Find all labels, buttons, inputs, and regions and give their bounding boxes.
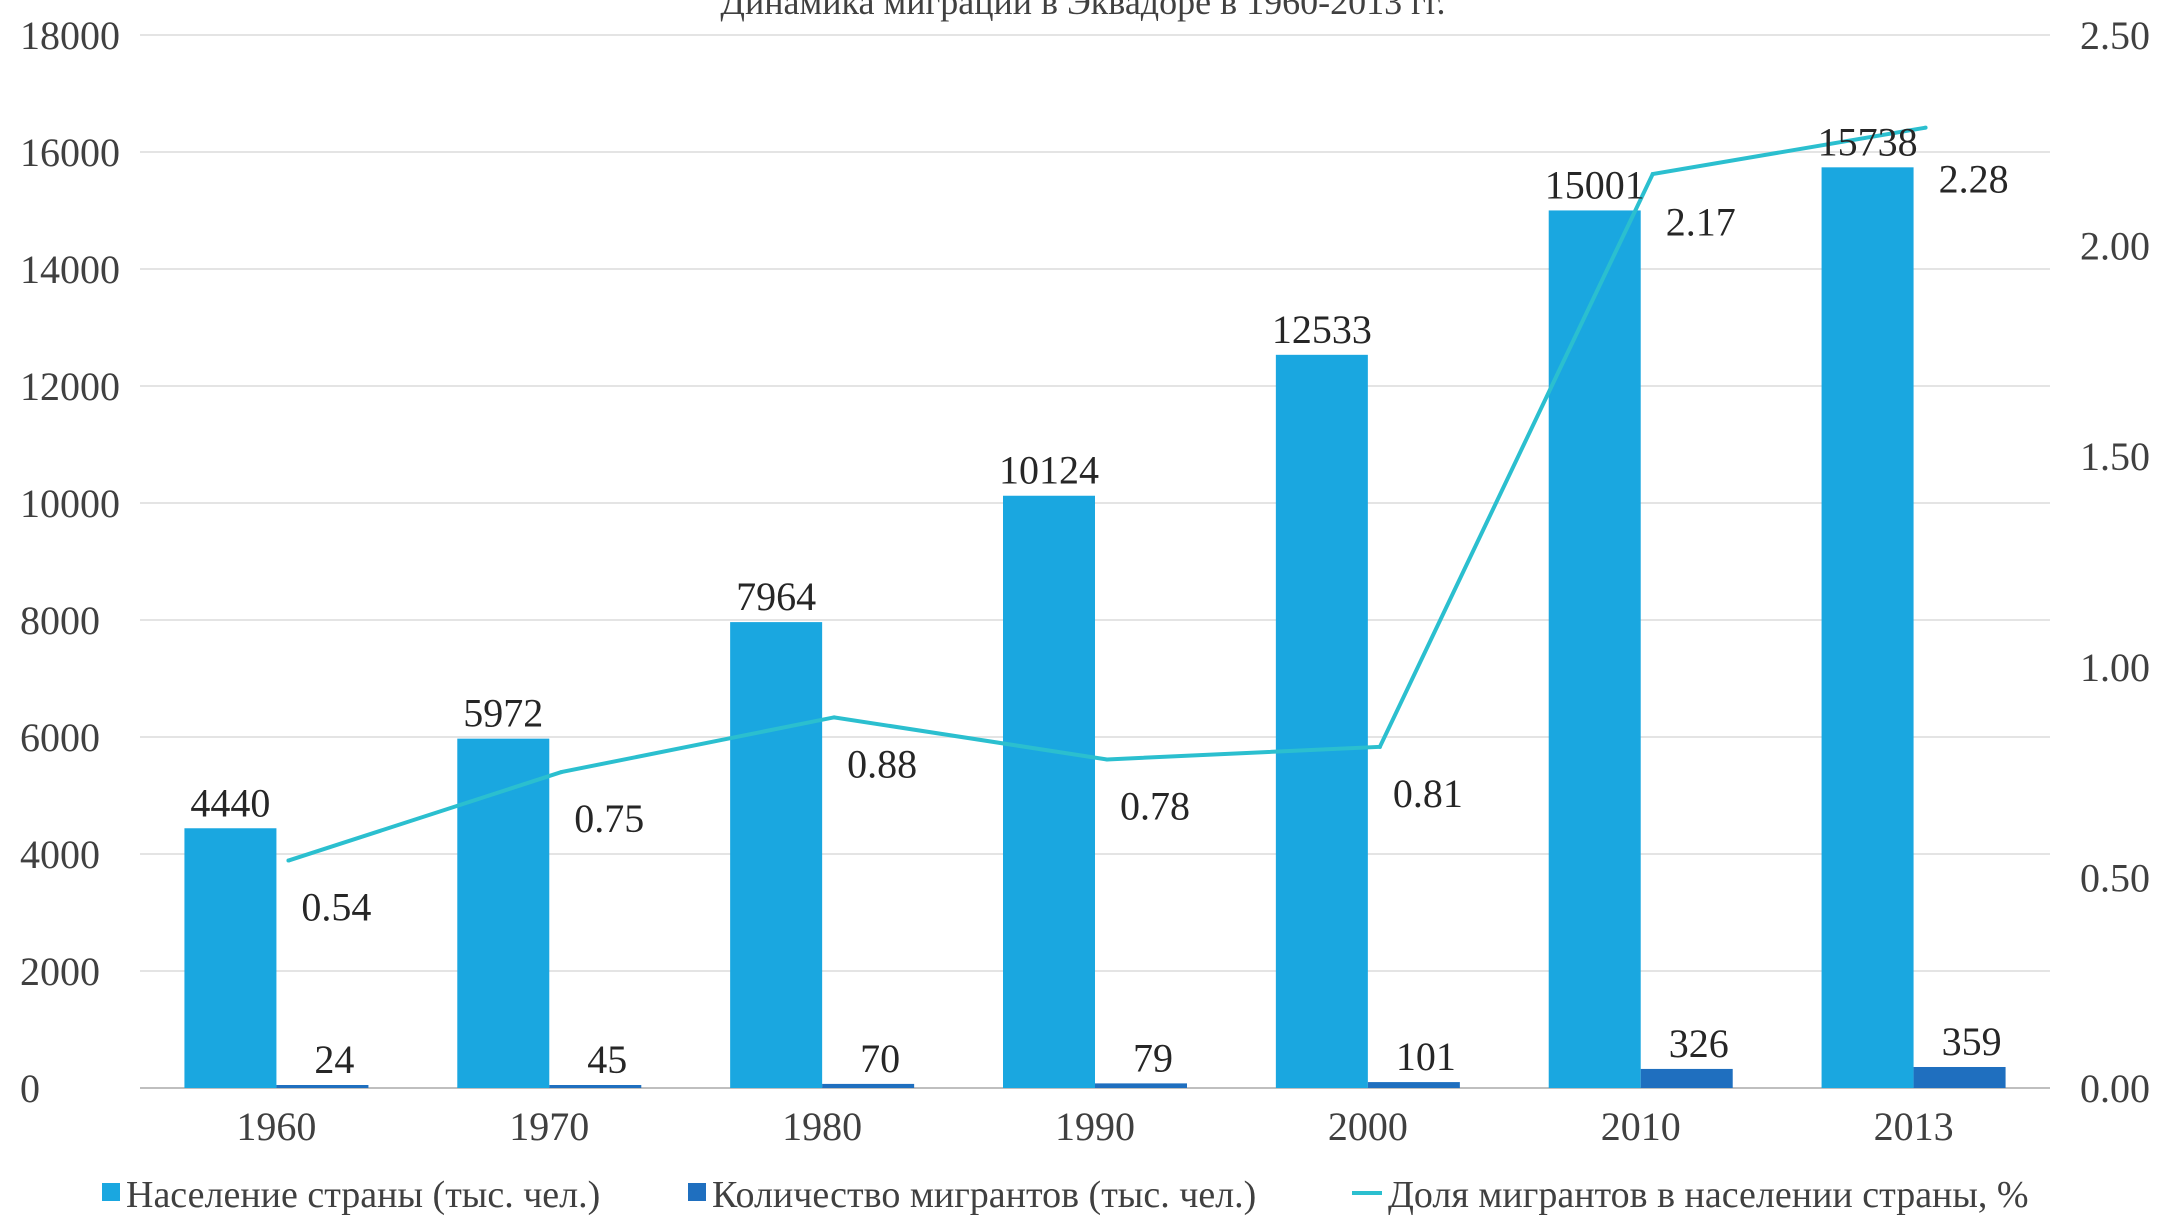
data-label-population: 4440 [190,780,270,825]
left-axis-tick-label: 14000 [20,247,120,292]
bar-population [1003,495,1095,1089]
bar-population [1548,210,1641,1088]
data-label-population: 12533 [1272,307,1372,352]
legend-label: Доля мигрантов в населении страны, % [1388,1174,2029,1216]
legend: Население страны (тыс. чел.) Количество м… [102,1174,2029,1216]
data-label-population: 10124 [999,448,1099,493]
bar-migrants [822,1083,915,1088]
data-label-population: 5972 [463,691,543,736]
x-axis-tick-label: 2013 [1874,1104,1954,1149]
line-point-share [559,770,564,775]
left-axis-tick-label: 4000 [20,832,100,877]
data-label-share: 0.88 [847,741,917,786]
line-point-share [1650,171,1655,176]
left-axis-tick-label: 18000 [20,13,120,58]
data-label-migrants: 79 [1133,1035,1173,1080]
bar-migrants [276,1085,369,1088]
bar-population [730,622,823,1088]
left-axis-tick-label: 12000 [20,364,120,409]
data-labels: 4440 5972 7964 10124 12533 15001 15738 24 45 70 79… [190,119,2008,1082]
x-axis-tick-label: 1990 [1055,1104,1135,1149]
data-label-share: 0.75 [574,796,644,841]
legend-swatch [102,1183,120,1201]
bar-migrants [1367,1082,1460,1088]
right-axis-tick-label: 0.50 [2080,855,2150,900]
right-axis-tick-label: 2.50 [2080,13,2150,58]
data-label-share: 0.78 [1120,783,1190,828]
legend-label: Количество мигрантов (тыс. чел.) [712,1174,1256,1216]
line-point-share [286,858,291,863]
left-axis-tick-label: 8000 [20,598,100,643]
x-axis-tick-label: 2010 [1601,1104,1681,1149]
axis-ticks: 0 2000 4000 6000 8000 10000 12000 14000 16000 180… [20,13,2150,1149]
bar-population [184,828,277,1088]
x-axis-tick-label: 1960 [236,1104,316,1149]
data-label-migrants: 24 [314,1037,354,1082]
bars [184,167,2006,1089]
right-axis-tick-label: 0.00 [2080,1066,2150,1111]
x-axis-tick-label: 1980 [782,1104,862,1149]
data-label-population: 15738 [1818,119,1918,164]
line-point-share [1377,744,1382,749]
left-axis-tick-label: 6000 [20,715,100,760]
bar-population [1821,167,1914,1088]
data-label-share: 0.81 [1393,771,1463,816]
data-label-migrants: 326 [1669,1021,1729,1066]
data-label-share: 2.17 [1666,199,1736,244]
left-axis-tick-label: 0 [20,1066,40,1111]
line-point-share [1923,125,1928,130]
data-label-population: 15001 [1545,162,1645,207]
x-axis-tick-label: 2000 [1328,1104,1408,1149]
left-axis-tick-label: 10000 [20,481,120,526]
bar-population [457,738,550,1088]
line-point-share [1105,757,1109,762]
chart-title: Динамика миграции в Эквадоре в 1960-2013… [720,0,1445,22]
data-label-migrants: 101 [1396,1034,1456,1079]
bar-migrants [1095,1083,1187,1088]
data-label-migrants: 45 [587,1037,627,1082]
bar-migrants [1913,1066,2006,1088]
left-axis-tick-label: 2000 [20,949,100,994]
bar-migrants [549,1085,642,1088]
left-axis-tick-label: 16000 [20,130,120,175]
data-label-migrants: 359 [1942,1019,2002,1064]
bar-migrants [1640,1068,1733,1088]
data-label-migrants: 70 [860,1036,900,1081]
data-label-share: 0.54 [301,885,371,930]
data-label-population: 7964 [736,574,816,619]
legend-swatch [688,1183,706,1201]
right-axis-tick-label: 1.00 [2080,645,2150,690]
x-axis-tick-label: 1970 [509,1104,589,1149]
bar-population [1275,354,1368,1089]
right-axis-tick-label: 2.00 [2080,224,2150,269]
legend-label: Население страны (тыс. чел.) [126,1174,600,1216]
share-line [286,125,1928,863]
line-point-share [832,715,837,720]
data-label-share: 2.28 [1939,156,2009,201]
right-axis-tick-label: 1.50 [2080,434,2150,479]
